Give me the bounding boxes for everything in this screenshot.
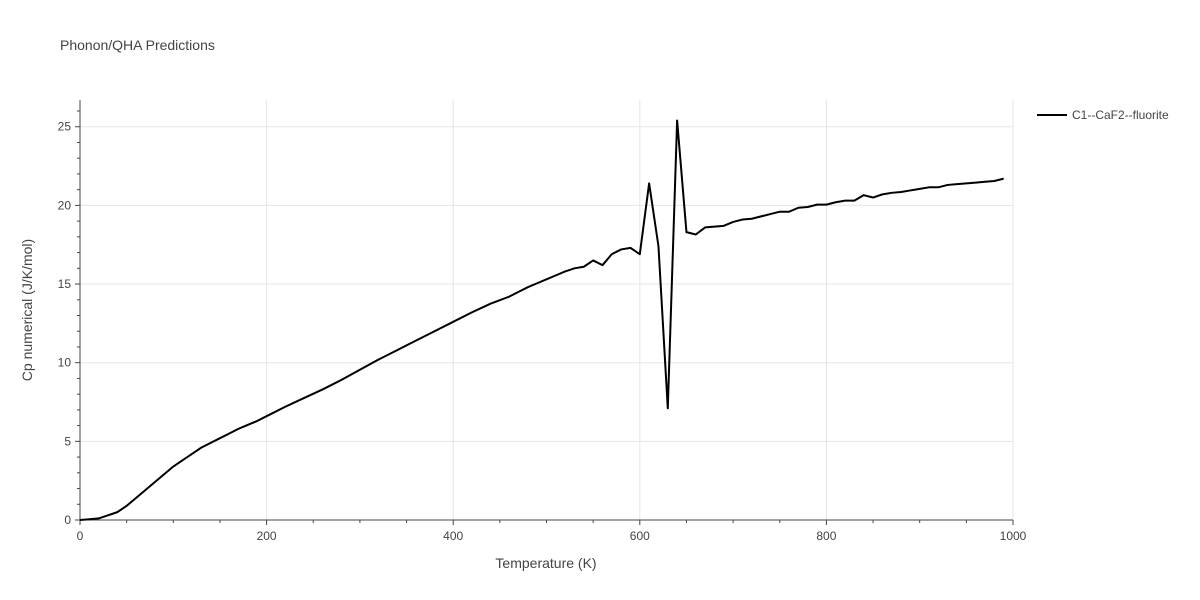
x-tick-label: 0 (77, 529, 84, 543)
y-tick-label: 10 (58, 356, 72, 370)
x-tick-label: 200 (257, 529, 277, 543)
y-tick-label: 15 (58, 277, 72, 291)
series-group (79, 119, 1004, 521)
y-axis-title: Cp numerical (J/K/mol) (19, 239, 35, 381)
axes (75, 100, 1014, 525)
x-tick-label: 800 (816, 529, 836, 543)
x-axis-title: Temperature (K) (495, 555, 596, 571)
legend-label[interactable]: C1--CaF2--fluorite (1072, 108, 1169, 122)
x-tick-label: 400 (443, 529, 463, 543)
y-tick-label: 25 (58, 120, 72, 134)
x-tick-label: 600 (630, 529, 650, 543)
series-line-0[interactable] (79, 119, 1004, 521)
y-tick-label: 20 (58, 198, 72, 212)
x-ticks: 0 200 400 600 800 1000 (77, 529, 1027, 543)
chart-title: Phonon/QHA Predictions (60, 37, 215, 53)
grid (80, 100, 1014, 520)
y-tick-label: 5 (64, 434, 71, 448)
y-ticks: 0 5 10 15 20 25 (58, 120, 72, 527)
x-tick-label: 1000 (1000, 529, 1027, 543)
y-tick-label: 0 (64, 513, 71, 527)
legend[interactable]: C1--CaF2--fluorite (1037, 108, 1169, 122)
